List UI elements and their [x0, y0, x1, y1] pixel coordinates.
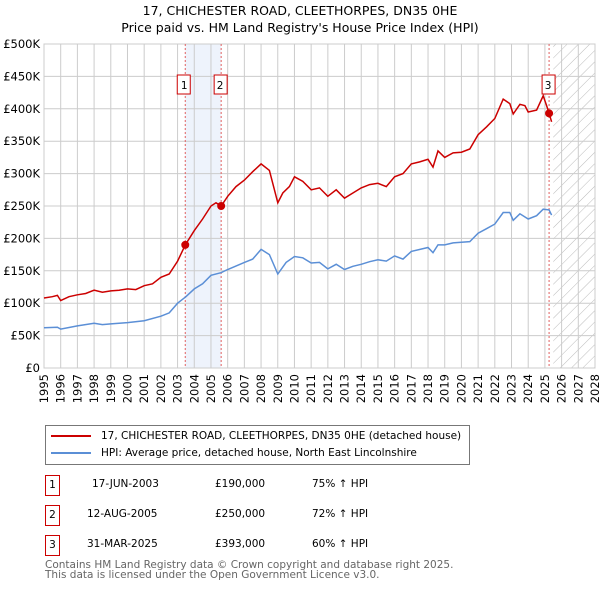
x-tick-label: 2009 [271, 374, 285, 403]
x-tick-label: 1999 [104, 374, 118, 403]
legend: 17, CHICHESTER ROAD, CLEETHORPES, DN35 0… [45, 425, 470, 465]
x-tick-label: 2015 [371, 374, 385, 403]
y-tick-label: £50K [11, 329, 41, 343]
sale-price: £393,000 [215, 538, 266, 550]
x-tick-label: 2020 [454, 374, 468, 403]
y-tick-label: £250K [3, 199, 40, 213]
sale-date: 12-AUG-2005 [87, 508, 158, 520]
x-tick-label: 2000 [120, 374, 134, 403]
x-tick-label: 2017 [404, 374, 418, 403]
x-tick-label: 2026 [555, 374, 569, 403]
x-tick-label: 2028 [588, 374, 600, 403]
sale-label-box [176, 74, 191, 95]
sale-row: 2 12-AUG-2005 £250,000 72% ↑ HPI [45, 505, 445, 526]
y-tick-label: £200K [3, 231, 40, 245]
x-tick-label: 2018 [421, 374, 435, 403]
x-tick-label: 1995 [37, 374, 51, 403]
x-tick-label: 2024 [521, 374, 535, 403]
x-tick-label: 2012 [321, 374, 335, 403]
sale-hpi: 75% ↑ HPI [312, 478, 369, 490]
plot-area: 1995 1996 1997 1998 1999 2000 2001 2002 2003 2004… [3, 37, 600, 403]
x-tick-label: 2027 [571, 374, 585, 403]
sale-price: £250,000 [215, 508, 266, 520]
x-tick-label: 1997 [70, 374, 84, 403]
x-tick-label: 2005 [204, 374, 218, 403]
footer: Contains HM Land Registry data © Crown c… [45, 559, 454, 581]
x-tick-label: 2004 [187, 374, 201, 403]
x-tick-label: 2021 [471, 374, 485, 403]
x-tick-label: 2019 [438, 374, 452, 403]
sale-hpi: 60% ↑ HPI [312, 538, 369, 550]
x-tick-label: 2011 [304, 374, 318, 403]
x-tick-label: 2002 [154, 374, 168, 403]
sale-date: 17-JUN-2003 [92, 478, 159, 490]
y-tick-label: £350K [3, 134, 40, 148]
legend-label: HPI: Average price, detached house, Nort… [101, 447, 417, 459]
footer-copyright: Contains HM Land Registry data © Crown c… [45, 559, 454, 571]
chart-title: 17, CHICHESTER ROAD, CLEETHORPES, DN35 0… [142, 3, 458, 18]
x-tick-label: 2014 [354, 374, 368, 403]
sale-marker: 3 [45, 535, 60, 556]
sale-marker: 2 [45, 505, 60, 526]
sale-label-box [213, 74, 228, 95]
sale-label: 1 [181, 80, 188, 92]
hpi-line [43, 208, 553, 330]
legend-swatch-red [51, 435, 91, 437]
y-tick-label: £450K [3, 69, 40, 83]
x-tick-label: 2013 [338, 374, 352, 403]
sale-label: 2 [217, 80, 224, 92]
y-tick-label: £150K [3, 264, 40, 278]
sale-point [181, 240, 190, 249]
x-tick-label: 2025 [538, 374, 552, 403]
x-tick-label: 1996 [54, 374, 68, 403]
sale-row: 3 31-MAR-2025 £393,000 60% ↑ HPI [45, 535, 445, 556]
legend-item-property: 17, CHICHESTER ROAD, CLEETHORPES, DN35 0… [51, 428, 461, 444]
legend-label: 17, CHICHESTER ROAD, CLEETHORPES, DN35 0… [101, 430, 462, 442]
y-tick-label: £400K [3, 102, 40, 116]
sale-date: 31-MAR-2025 [87, 538, 158, 550]
y-tick-label: £100K [3, 296, 40, 310]
footer-licence: This data is licensed under the Open Gov… [45, 569, 380, 581]
legend-item-hpi: HPI: Average price, detached house, Nort… [51, 445, 417, 461]
x-tick-label: 2007 [237, 374, 251, 403]
chart-subtitle: Price paid vs. HM Land Registry's House … [121, 20, 479, 35]
y-tick-label: £500K [3, 37, 40, 51]
sale-price: £190,000 [215, 478, 266, 490]
x-tick-label: 2001 [137, 374, 151, 403]
x-tick-label: 2016 [388, 374, 402, 403]
sale-label-box [541, 74, 556, 95]
sale-point [545, 109, 554, 118]
x-tick-label: 1998 [87, 374, 101, 403]
sale-point [217, 202, 226, 210]
legend-swatch-blue [51, 452, 91, 454]
x-tick-label: 2008 [254, 374, 268, 403]
x-tick-label: 2006 [221, 374, 235, 403]
sale-row: 1 17-JUN-2003 £190,000 75% ↑ HPI [45, 475, 445, 496]
x-tick-label: 2003 [171, 374, 185, 403]
x-tick-label: 2022 [488, 374, 502, 403]
plot-border [43, 43, 596, 369]
sale-label: 3 [545, 80, 552, 92]
property-price-line [43, 93, 553, 302]
y-tick-label: £0 [25, 361, 40, 375]
x-tick-label: 2023 [505, 374, 519, 403]
sale-hpi: 72% ↑ HPI [312, 508, 369, 520]
y-tick-label: £300K [3, 167, 40, 181]
sale-marker: 1 [45, 475, 60, 496]
x-tick-label: 2010 [287, 374, 301, 403]
